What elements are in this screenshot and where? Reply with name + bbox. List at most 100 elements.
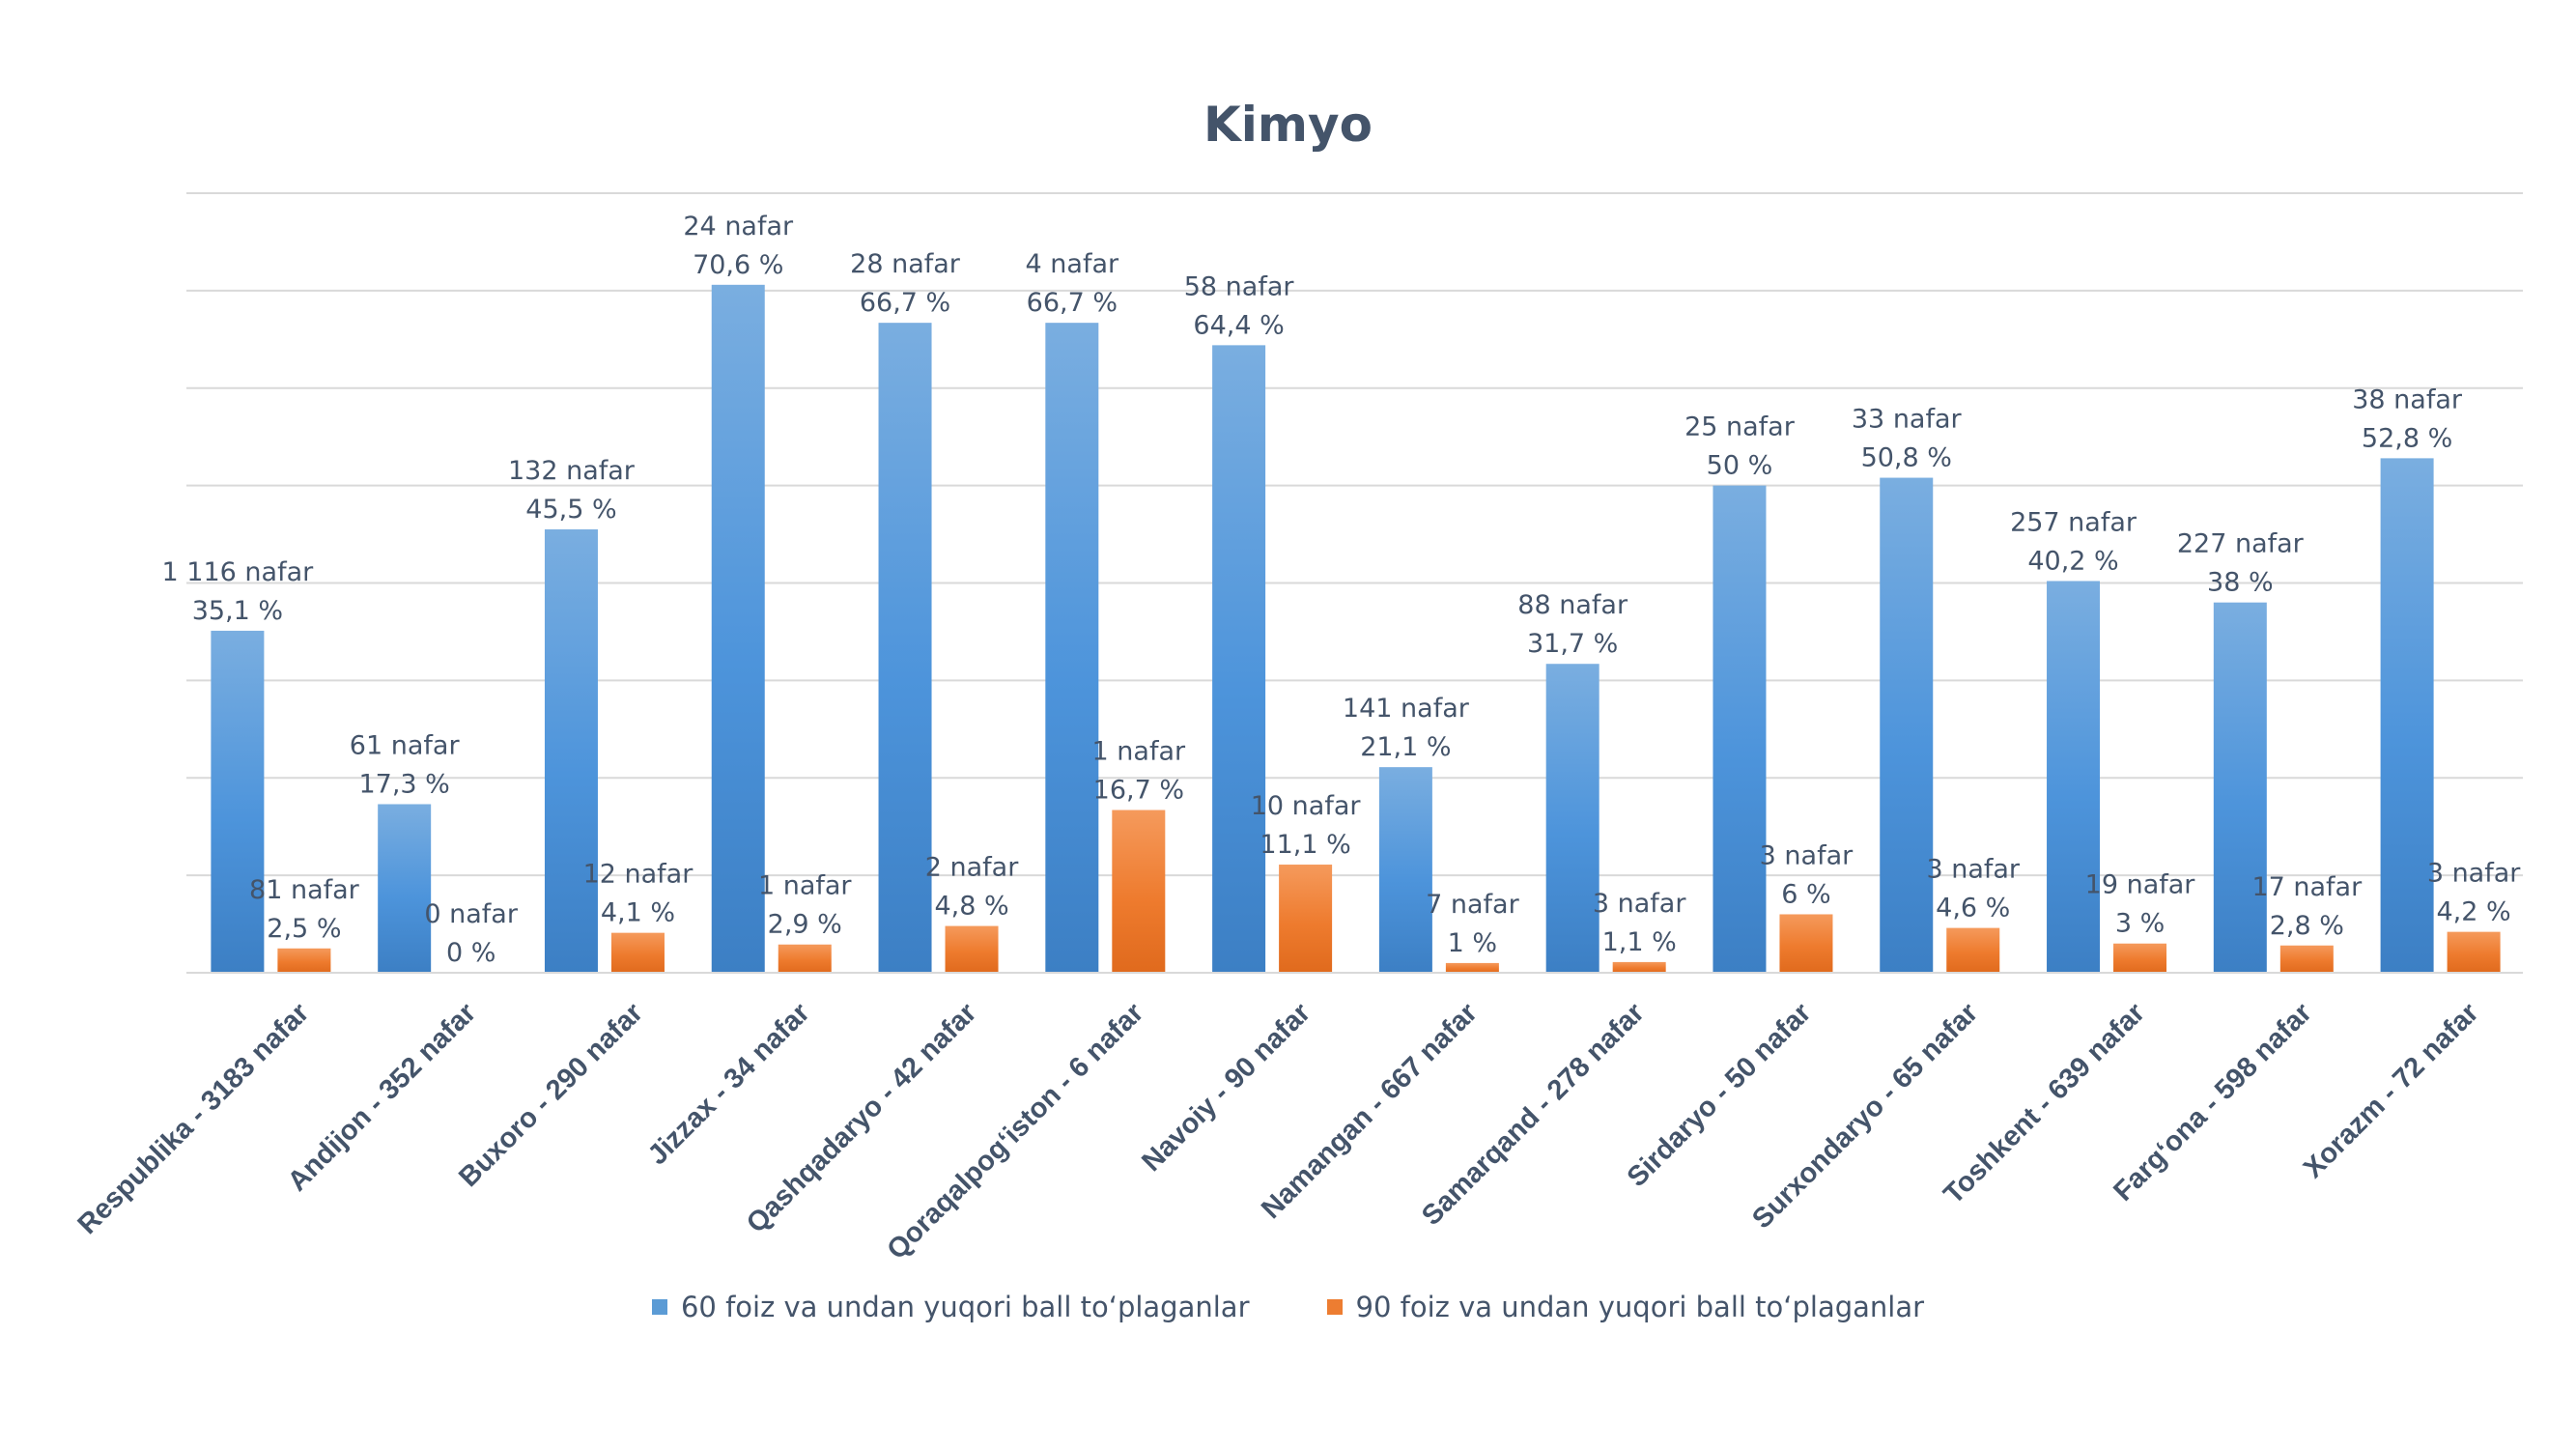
data-label-count: 4 nafar xyxy=(1026,249,1119,279)
data-label-count: 1 nafar xyxy=(1092,737,1186,767)
data-label-count: 12 nafar xyxy=(583,860,694,890)
data-label-percent: 45,5 % xyxy=(525,495,616,525)
data-label-percent: 70,6 % xyxy=(693,250,783,280)
data-label-percent: 3 % xyxy=(2115,909,2165,939)
data-label-count: 28 nafar xyxy=(850,249,961,279)
category-label: Buxoro - 290 nafar xyxy=(453,997,649,1193)
category-label: Andijon - 352 nafar xyxy=(282,997,482,1197)
bar-60 xyxy=(2047,581,2101,973)
data-label-percent: 0 % xyxy=(446,938,495,968)
data-label-count: 88 nafar xyxy=(1517,590,1628,620)
data-label-count: 19 nafar xyxy=(2085,870,2196,900)
bar-60 xyxy=(544,529,598,973)
data-label-percent: 38 % xyxy=(2207,568,2274,598)
data-label-percent: 4,2 % xyxy=(2437,897,2511,927)
data-label-count: 3 nafar xyxy=(1593,889,1686,919)
bar-90 xyxy=(1779,914,1833,973)
legend-swatch-orange xyxy=(1326,1299,1343,1315)
bar-90 xyxy=(2447,931,2501,973)
data-label-percent: 31,7 % xyxy=(1527,629,1618,659)
bar-90 xyxy=(1112,810,1166,973)
bar-90 xyxy=(2113,943,2167,973)
bar-60 xyxy=(1378,767,1432,973)
legend-item-60: 60 foiz va undan yuqori ball to‘plaganla… xyxy=(651,1291,1250,1323)
bar-90 xyxy=(1612,961,1666,973)
data-label-count: 38 nafar xyxy=(2352,384,2463,414)
data-label-percent: 6 % xyxy=(1781,879,1830,909)
data-label-percent: 35,1 % xyxy=(192,596,283,626)
data-label-percent: 50 % xyxy=(1707,451,1773,481)
data-label-percent: 2,5 % xyxy=(267,914,341,944)
legend: 60 foiz va undan yuqori ball to‘plaganla… xyxy=(0,1291,2576,1323)
legend-item-90: 90 foiz va undan yuqori ball to‘plaganla… xyxy=(1326,1291,1925,1323)
bar-60 xyxy=(211,630,265,973)
data-label-count: 33 nafar xyxy=(1852,405,1963,435)
data-label-percent: 66,7 % xyxy=(860,288,950,318)
data-label-percent: 11,1 % xyxy=(1260,830,1350,860)
data-label-count: 24 nafar xyxy=(683,212,794,242)
data-label-percent: 2,8 % xyxy=(2270,911,2344,941)
data-label-count: 2 nafar xyxy=(925,853,1019,883)
data-label-percent: 16,7 % xyxy=(1093,776,1184,806)
data-label-percent: 1 % xyxy=(1448,928,1497,958)
bar-60 xyxy=(1880,477,1934,973)
bar-60 xyxy=(1212,345,1266,973)
data-label-count: 58 nafar xyxy=(1184,271,1295,301)
category-label: Respublika - 3183 nafar xyxy=(72,997,316,1240)
category-label: Sirdaryo - 50 nafar xyxy=(1622,997,1818,1193)
category-label: Navoiy - 90 nafar xyxy=(1136,997,1316,1178)
data-label-count: 3 nafar xyxy=(1760,840,1854,870)
data-label-percent: 17,3 % xyxy=(358,769,449,799)
data-labels: 1 116 nafar 35,1 % 81 nafar 2,5 % 61 nafar 17… xyxy=(162,212,2522,968)
legend-label-60: 60 foiz va undan yuqori ball to‘plaganla… xyxy=(680,1291,1250,1323)
data-label-count: 25 nafar xyxy=(1684,412,1796,442)
data-label-count: 81 nafar xyxy=(249,875,360,905)
bar-90 xyxy=(778,944,832,973)
data-label-percent: 64,4 % xyxy=(1193,310,1284,340)
data-label-percent: 66,7 % xyxy=(1027,288,1118,318)
data-label-percent: 52,8 % xyxy=(2362,423,2452,453)
bar-90 xyxy=(1279,865,1333,973)
bar-60 xyxy=(2213,602,2267,973)
data-label-count: 1 nafar xyxy=(758,871,852,901)
gridlines xyxy=(186,192,2523,877)
bar-90 xyxy=(2279,945,2334,973)
bar-60 xyxy=(711,284,765,973)
data-label-count: 257 nafar xyxy=(2010,507,2137,537)
data-label-count: 17 nafar xyxy=(2251,872,2363,902)
bar-60 xyxy=(1045,323,1099,973)
bar-90 xyxy=(1445,962,1499,973)
bar-60 xyxy=(878,323,932,973)
data-label-count: 10 nafar xyxy=(1251,791,1362,821)
bar-90 xyxy=(1946,927,2000,973)
data-label-count: 1 116 nafar xyxy=(162,557,315,587)
bar-90 xyxy=(945,925,999,973)
bars xyxy=(211,284,2501,973)
bar-60 xyxy=(2380,458,2434,973)
data-label-count: 3 nafar xyxy=(1926,855,2020,885)
data-label-percent: 2,9 % xyxy=(768,910,842,940)
legend-label-90: 90 foiz va undan yuqori ball to‘plaganla… xyxy=(1355,1291,1925,1323)
data-label-percent: 21,1 % xyxy=(1360,732,1451,762)
data-label-count: 141 nafar xyxy=(1343,694,1470,724)
category-label: Xorazm - 72 nafar xyxy=(2298,997,2485,1184)
data-label-percent: 4,1 % xyxy=(601,898,675,928)
bar-60 xyxy=(1545,664,1599,973)
data-label-count: 0 nafar xyxy=(424,899,518,929)
chart-title: Kimyo xyxy=(1203,97,1373,153)
data-label-count: 7 nafar xyxy=(1426,890,1519,920)
bar-60 xyxy=(1713,485,1767,973)
data-label-count: 227 nafar xyxy=(2177,529,2305,559)
bar-60 xyxy=(378,804,432,973)
data-label-percent: 40,2 % xyxy=(2027,546,2118,576)
data-label-percent: 4,6 % xyxy=(1936,894,2010,923)
data-label-percent: 4,8 % xyxy=(934,892,1008,922)
legend-swatch-blue xyxy=(651,1299,667,1315)
data-label-percent: 50,8 % xyxy=(1861,443,1952,473)
data-label-count: 61 nafar xyxy=(350,730,461,760)
bar-90 xyxy=(610,932,665,973)
bar-90 xyxy=(277,948,331,973)
data-label-count: 3 nafar xyxy=(2427,859,2521,889)
